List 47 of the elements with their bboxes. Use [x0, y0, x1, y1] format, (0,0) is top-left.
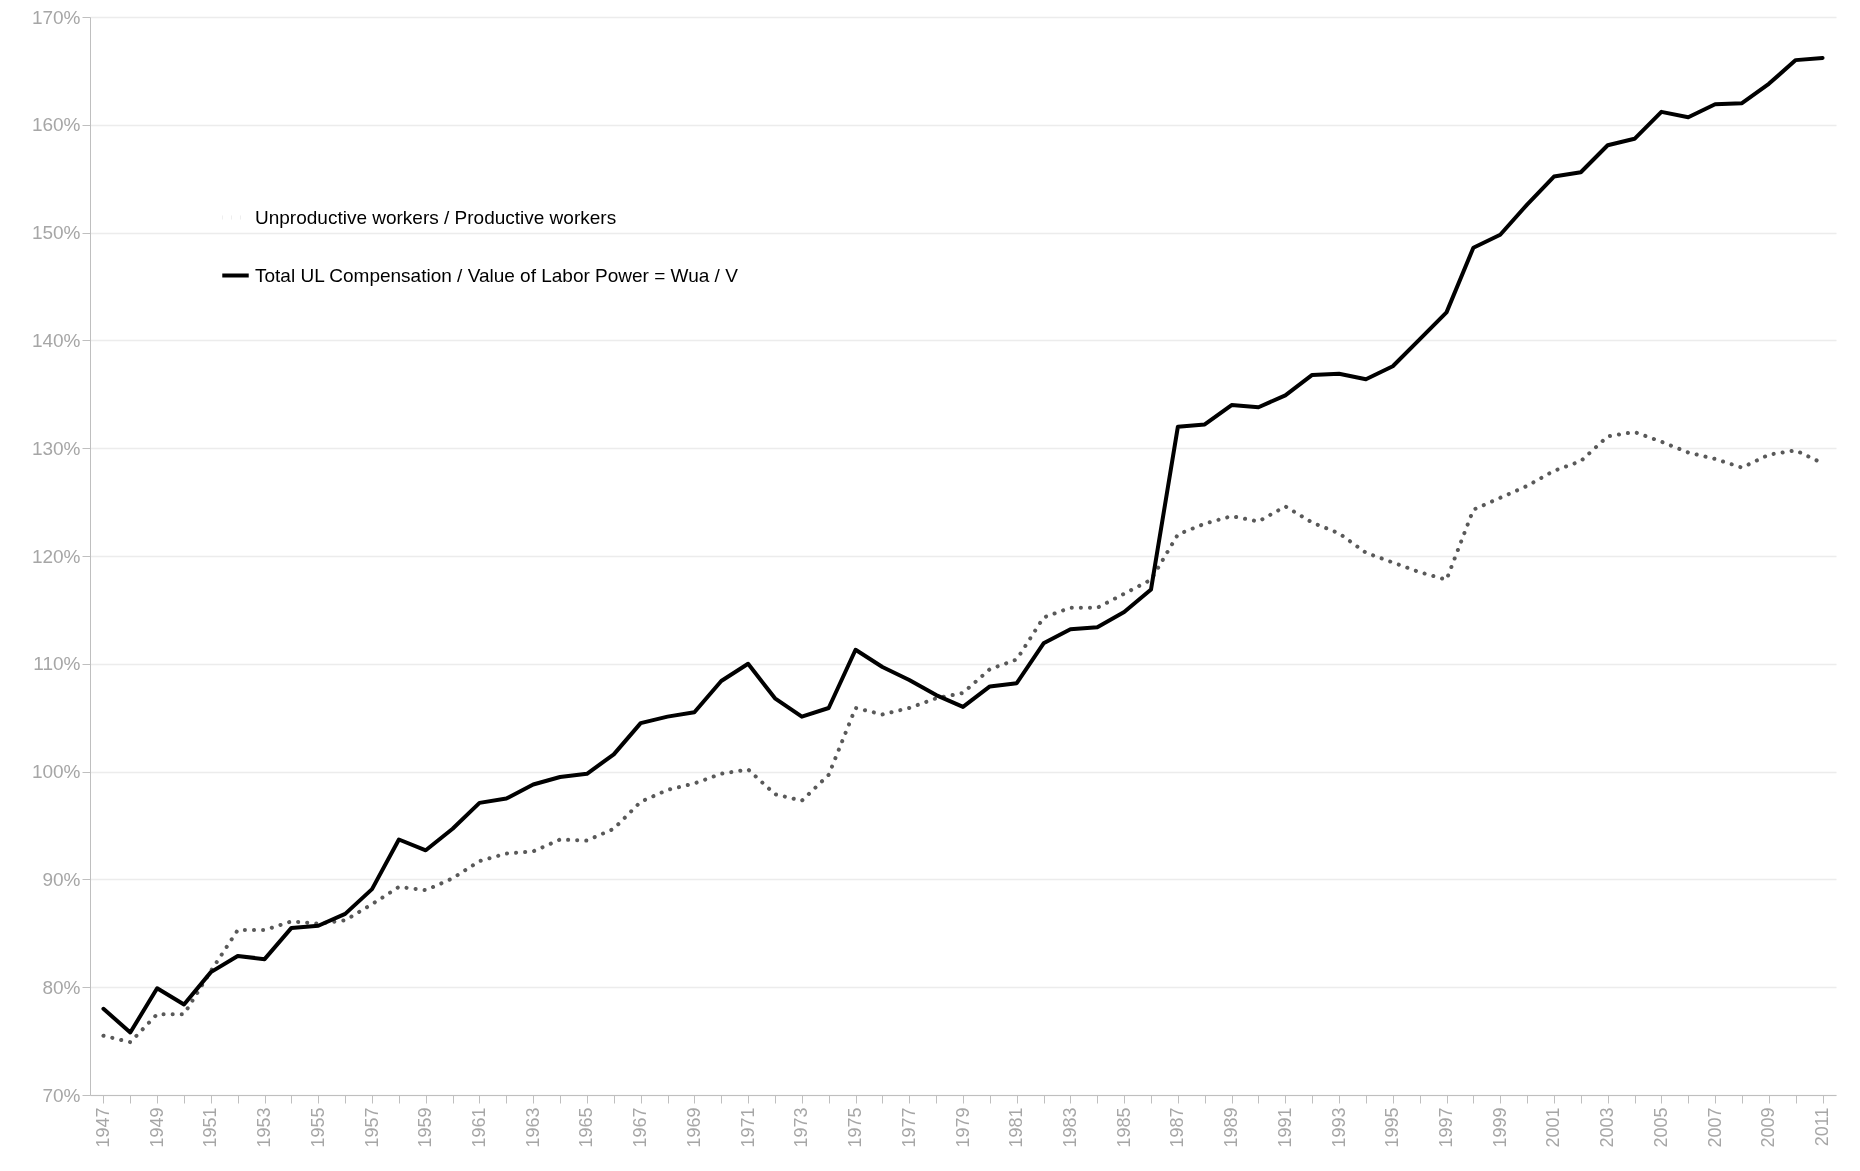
x-tick-label: 1949: [146, 1107, 167, 1148]
y-tick-label: 80%: [42, 976, 81, 998]
x-tick-label: 1959: [415, 1107, 436, 1148]
y-tick-label: 130%: [31, 437, 81, 459]
legend-label: Total UL Compensation / Value of Labor Power = Wua / V: [255, 264, 739, 286]
y-tick-label: 150%: [31, 222, 81, 244]
x-tick-label: 1979: [952, 1107, 973, 1148]
y-tick-label: 160%: [31, 114, 81, 136]
x-tick-label: 1983: [1059, 1107, 1080, 1148]
x-tick-label: 1951: [200, 1107, 221, 1148]
x-tick-label: 1961: [468, 1107, 489, 1148]
x-tick-label: 2001: [1543, 1107, 1564, 1148]
x-tick-label: 1977: [898, 1107, 919, 1148]
line-series: [101, 55, 1825, 1035]
x-tick-label: 2003: [1597, 1107, 1618, 1148]
x-tick-label: 1947: [92, 1107, 113, 1148]
x-tick-label: 1989: [1221, 1107, 1242, 1148]
x-tick-label: 2005: [1650, 1107, 1671, 1148]
y-tick-label: 110%: [33, 653, 81, 675]
x-tick-label: 1981: [1006, 1107, 1027, 1148]
x-tick-label: 1995: [1382, 1107, 1403, 1148]
x-tick-label: 1967: [630, 1107, 651, 1148]
x-tick-label: 2009: [1758, 1107, 1779, 1148]
y-tick-label: 70%: [42, 1084, 81, 1106]
legend-label: Unproductive workers / Productive workers: [255, 206, 617, 228]
x-tick-label: 1993: [1328, 1107, 1349, 1148]
y-tick-label: 120%: [31, 545, 81, 567]
x-tick-label: 1971: [737, 1107, 758, 1148]
x-tick-label: 1969: [683, 1107, 704, 1148]
x-tick-label: 1957: [361, 1107, 382, 1148]
x-tick-label: 1953: [254, 1107, 275, 1148]
y-tick-label: 140%: [31, 329, 81, 351]
x-tick-label: 1963: [522, 1107, 543, 1148]
x-tick-label: 1999: [1489, 1107, 1510, 1148]
x-tick-label: 1997: [1436, 1107, 1457, 1148]
x-tick-label: 2011: [1812, 1107, 1833, 1147]
x-tick-label: 1975: [845, 1107, 866, 1148]
y-tick-label: 90%: [42, 868, 81, 890]
x-tick-label: 1965: [576, 1107, 597, 1148]
x-tick-label: 1987: [1167, 1107, 1188, 1148]
x-tick-label: 1955: [307, 1107, 328, 1148]
x-tick-label: 2007: [1704, 1107, 1725, 1148]
y-tick-label: 100%: [31, 761, 81, 783]
y-tick-label: 170%: [31, 6, 81, 28]
x-tick-label: 1973: [791, 1107, 812, 1148]
x-tick-label: 1991: [1274, 1107, 1295, 1148]
x-tick-label: 1985: [1113, 1107, 1134, 1148]
